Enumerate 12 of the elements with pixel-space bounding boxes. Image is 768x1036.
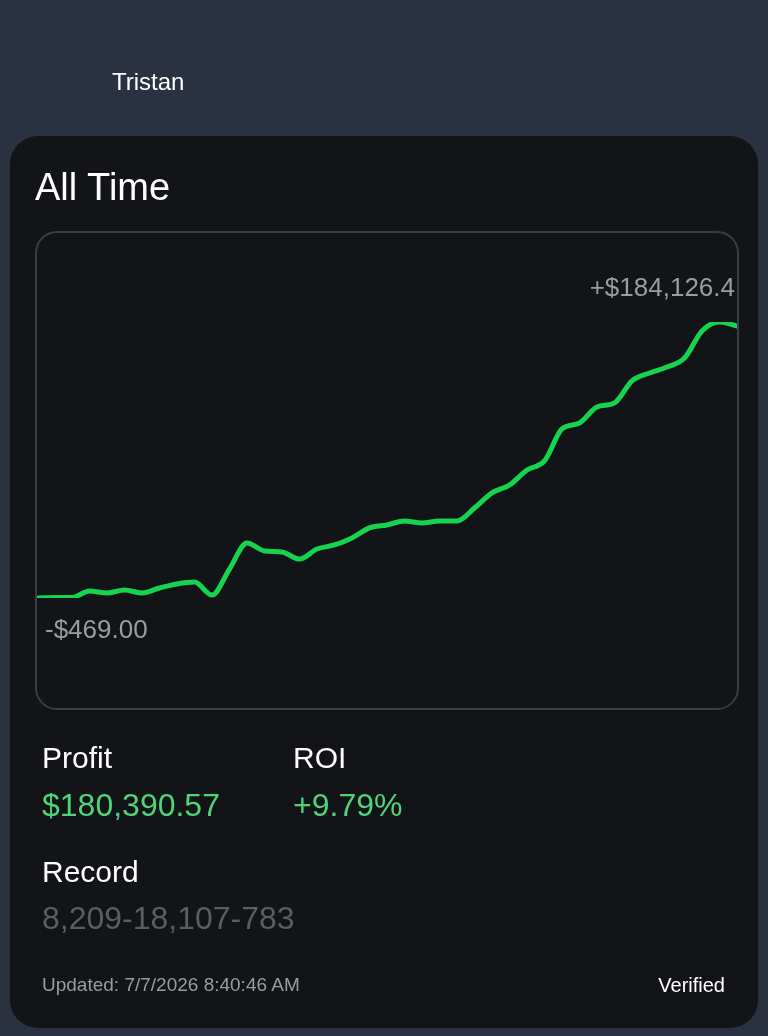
data-label: -$469.00 (45, 614, 148, 645)
text: 8,209-18,107-783 (42, 900, 295, 936)
text: Tristan (112, 68, 185, 95)
text: +9.79% (293, 787, 403, 823)
text: Verified (658, 974, 725, 996)
text: Record (42, 855, 139, 888)
text: ROI (293, 741, 347, 774)
text: Profit (42, 741, 113, 774)
chart-title: All Time (35, 166, 171, 209)
data-label: +$184,126.4 (589, 272, 735, 303)
text: Updated: 7/7/2026 8:40:46 AM (42, 974, 300, 995)
text: $180,390.57 (42, 787, 220, 823)
